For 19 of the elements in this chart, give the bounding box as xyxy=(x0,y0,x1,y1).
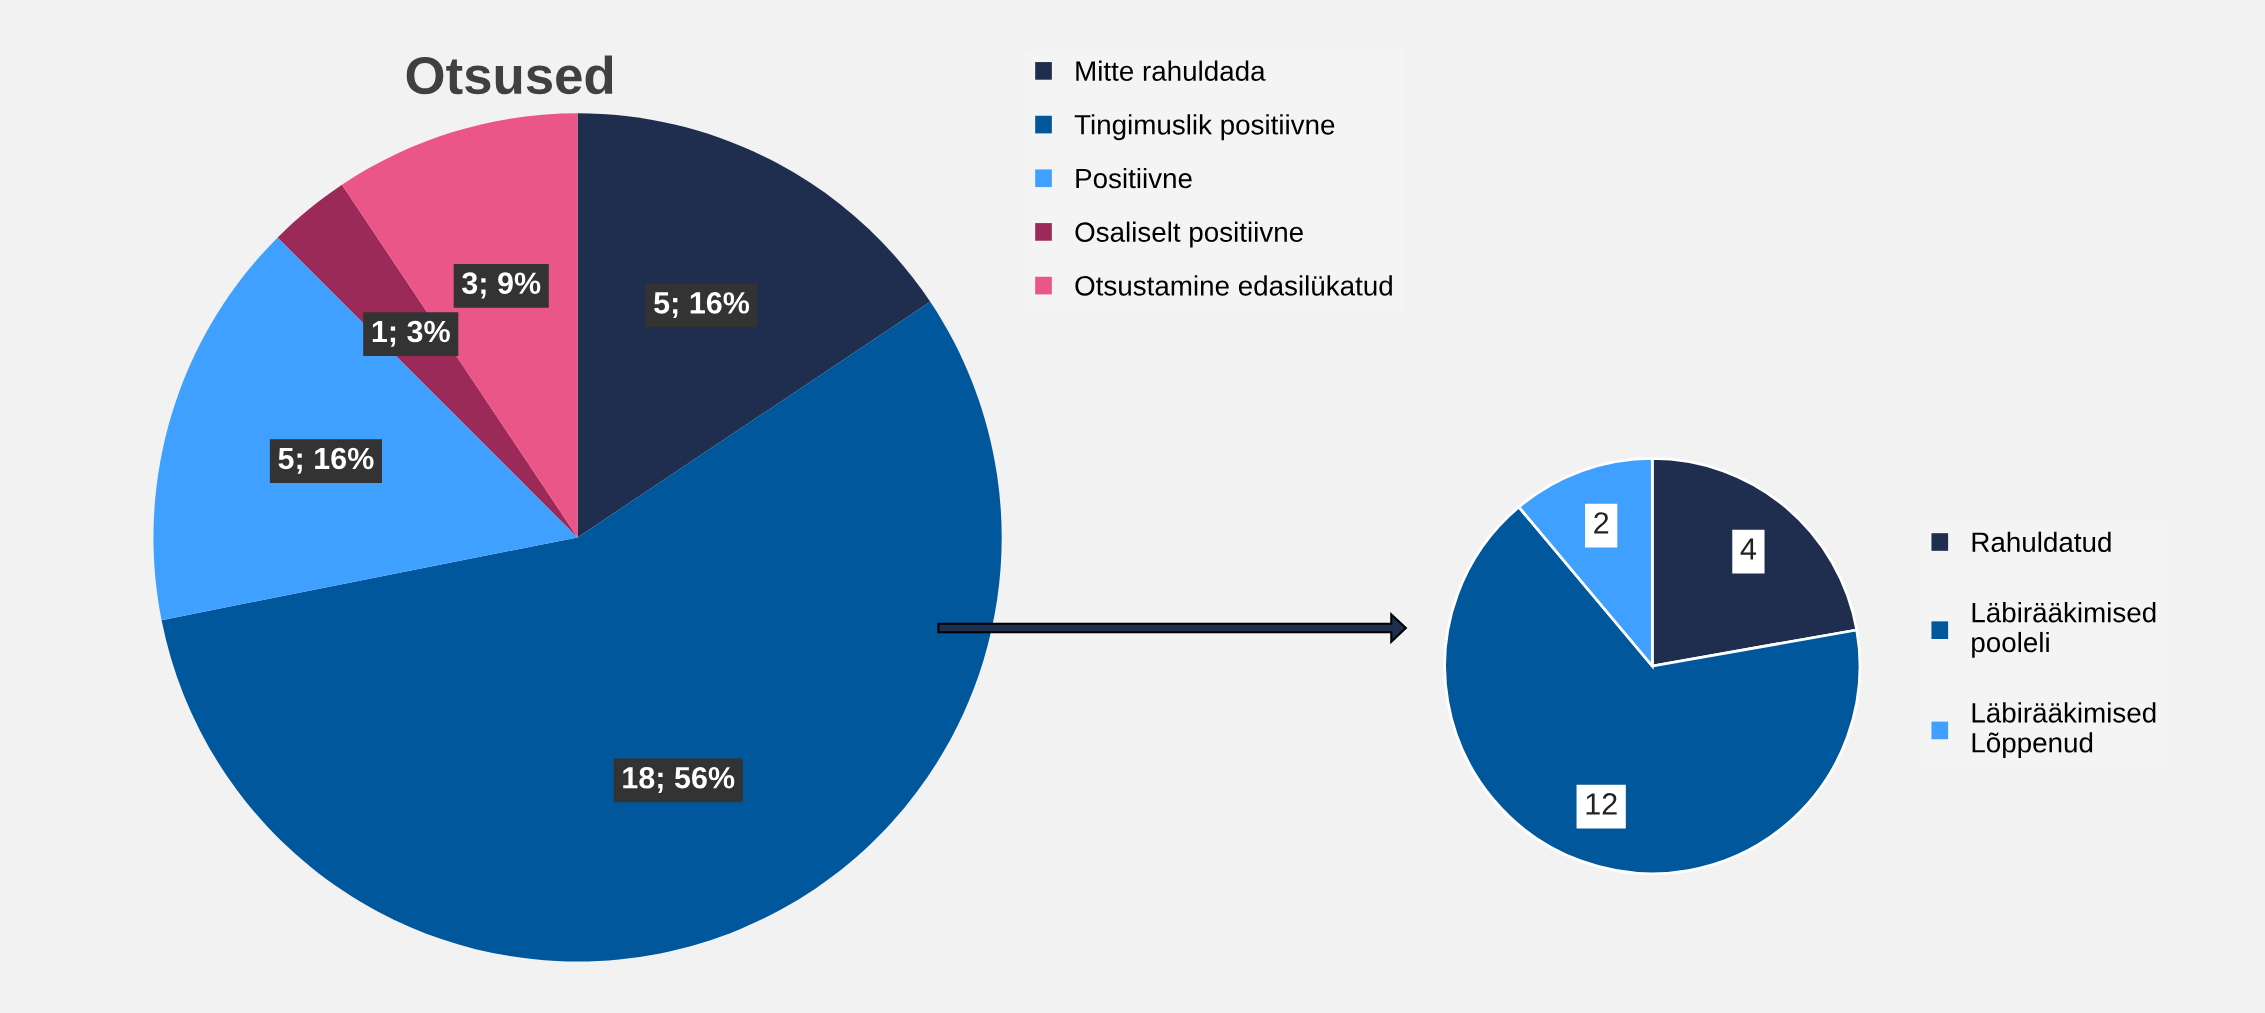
legend-label: Rahuldatud xyxy=(1972,531,2111,553)
legend-label: Positiivne xyxy=(1076,167,1192,189)
legend-label: Tingimuslik positiivne xyxy=(1074,114,1335,141)
data-label: 2 xyxy=(1594,512,1609,534)
data-label: 3; 9% xyxy=(462,272,541,299)
pie-slice xyxy=(577,113,931,538)
legend-label: Osaliselt positiivne xyxy=(1075,221,1303,248)
data-label: 5; 16% xyxy=(278,447,374,474)
data-label: 4 xyxy=(1740,538,1757,560)
legend-label: Mitte rahuldada xyxy=(1076,60,1266,81)
legend-label: Läbirääkimised Lõppenud xyxy=(1972,702,2156,759)
data-label: 5; 16% xyxy=(654,292,750,319)
chart-title: Otsused xyxy=(406,55,613,95)
data-label: 18; 56% xyxy=(623,766,735,793)
data-label: 1; 3% xyxy=(372,320,450,347)
legend-label: Otsustamine edasilükatud xyxy=(1075,275,1392,296)
data-label: 12 xyxy=(1586,793,1617,815)
pie-slice xyxy=(153,237,578,621)
legend-label: Läbirääkimised pooleli xyxy=(1972,602,2156,658)
